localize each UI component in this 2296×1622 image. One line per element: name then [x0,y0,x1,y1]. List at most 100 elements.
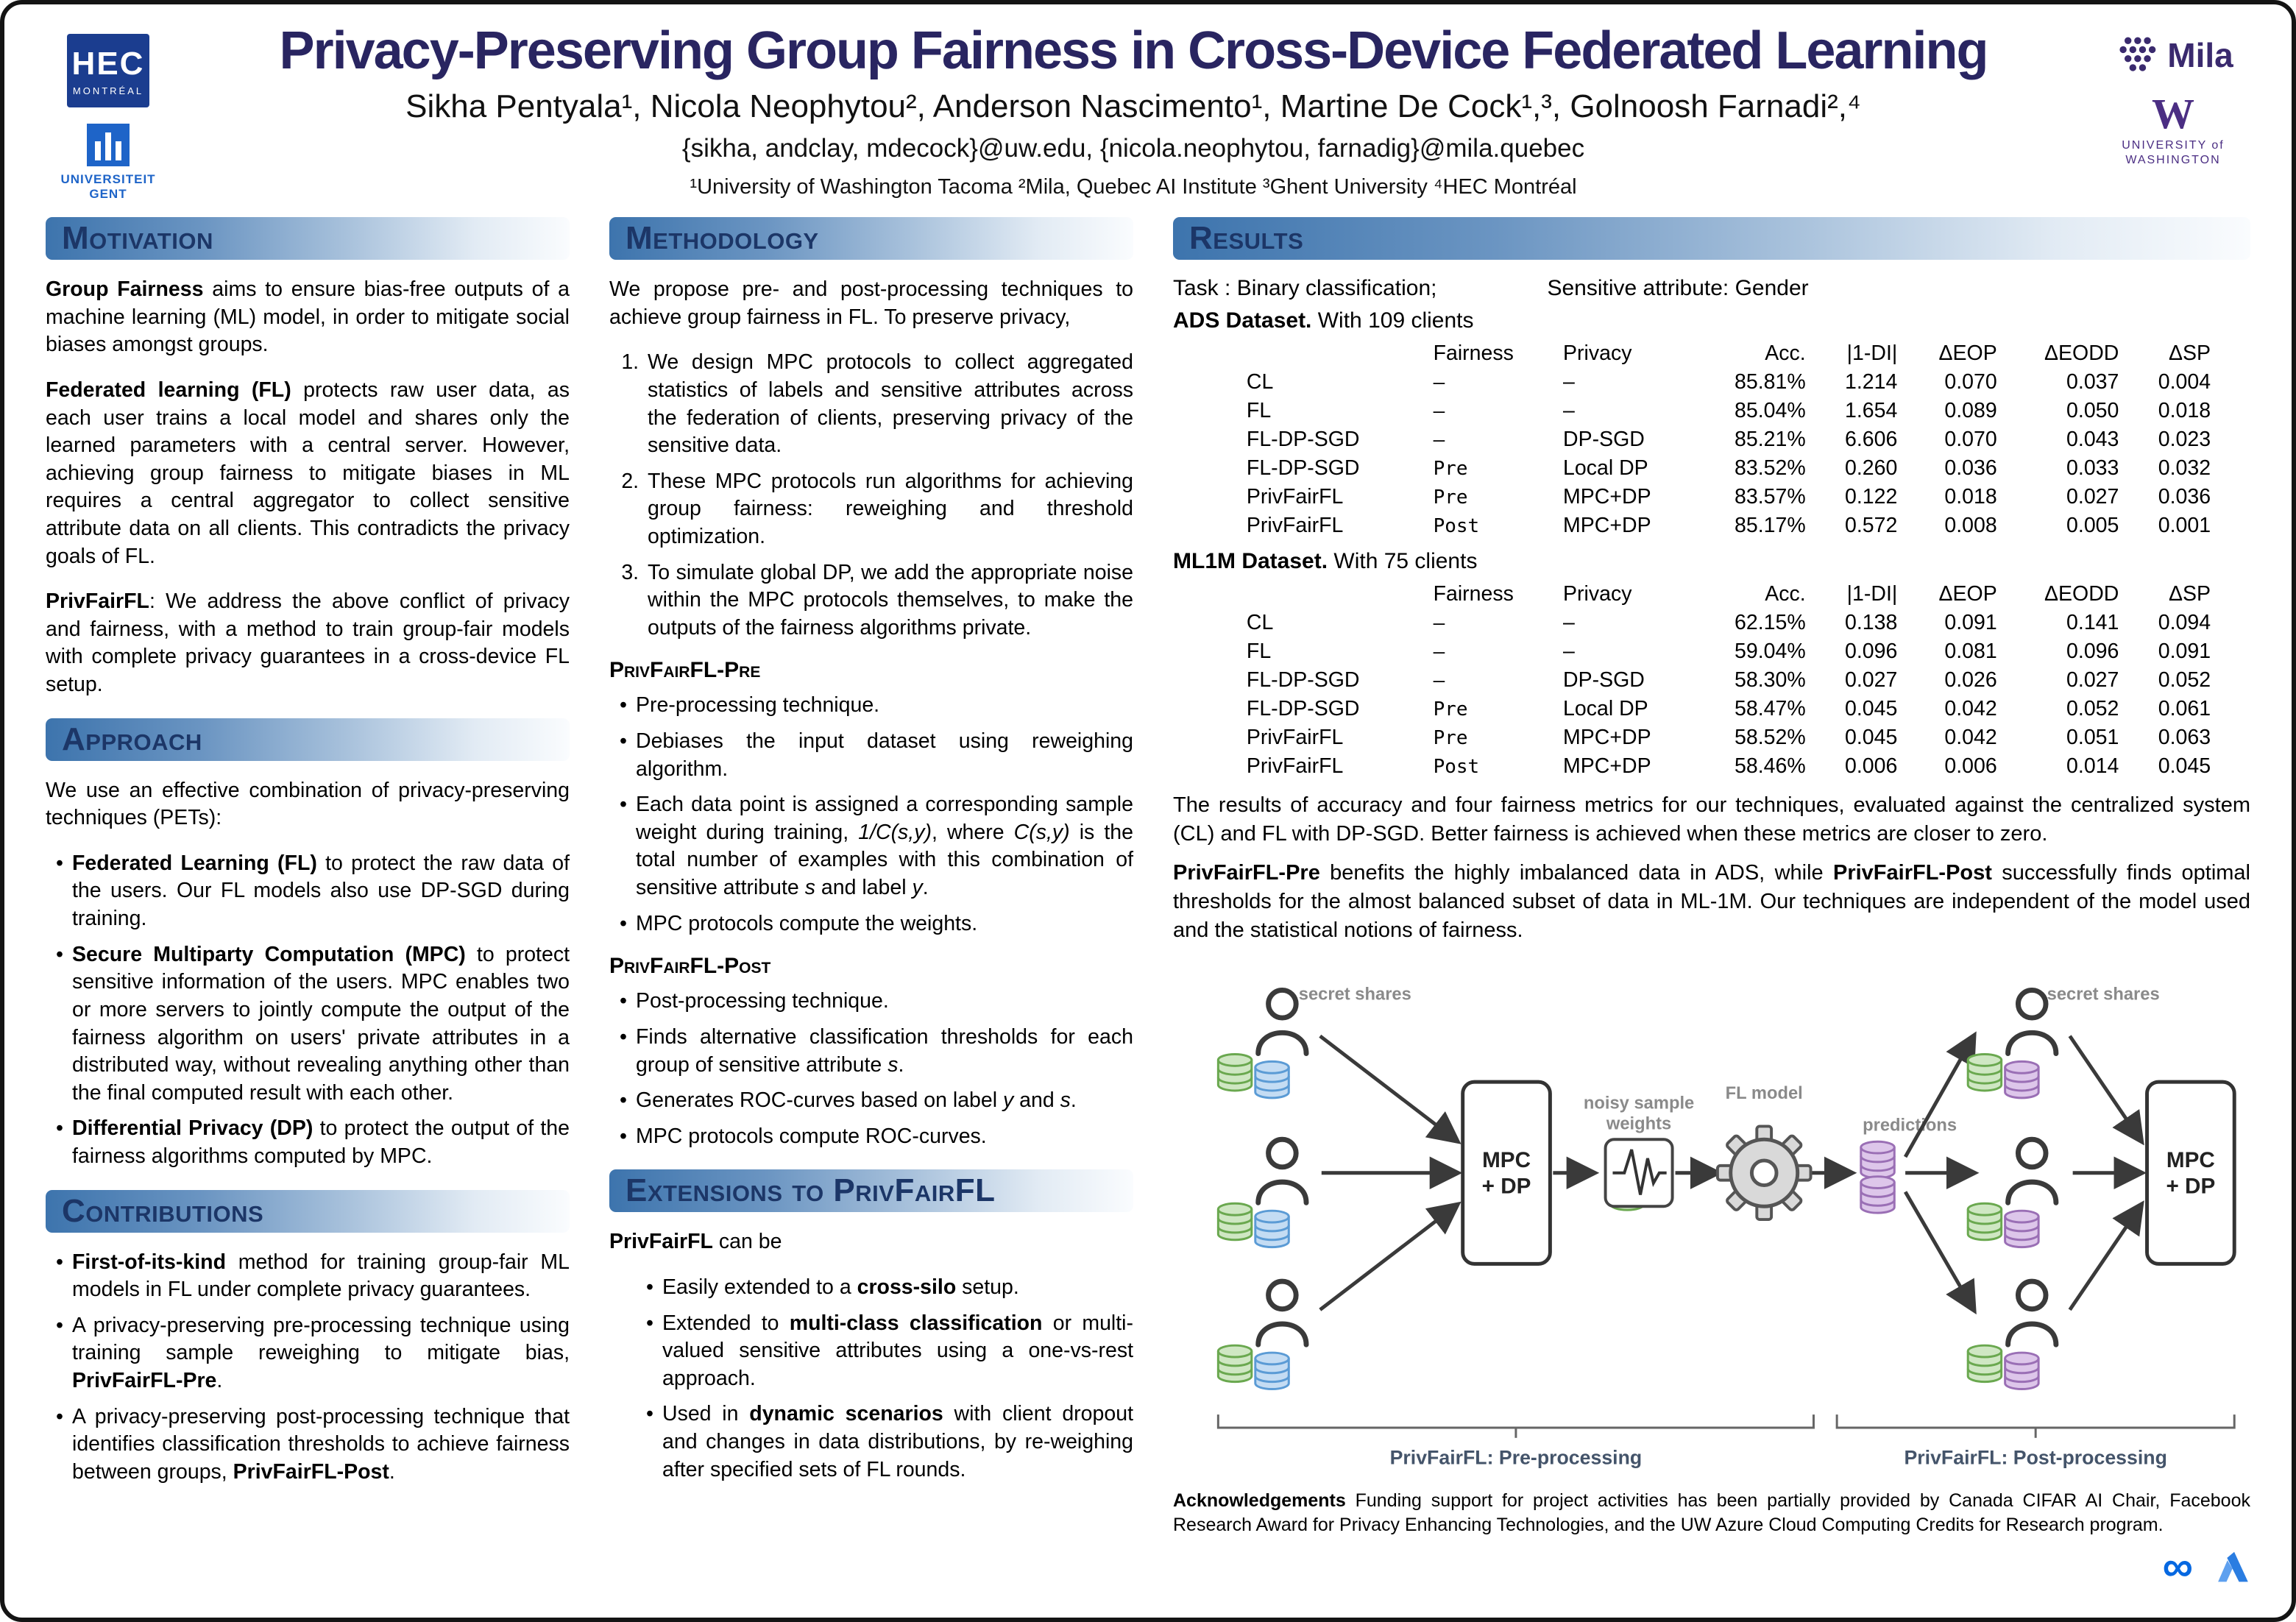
poster-title: Privacy-Preserving Group Fairness in Cro… [279,21,1989,80]
table-cell: 0.042 [1944,726,1997,750]
mpc-dp-box-left [1461,1080,1552,1267]
section-results: Results Task : Binary classification; Se… [1173,217,2250,1588]
table-cell: Pre [1433,726,1468,749]
section-approach: Approach We use an effective combination… [46,718,570,1171]
table-cell: 62.15% [1735,611,1806,635]
table-header-row: Fairness Privacy Acc. |1-DI| ΔEOP ΔEODD ΔSP [1205,580,2218,609]
azure-logo-icon [2218,1552,2248,1582]
table-cell: Pre [1433,698,1468,720]
table-cell: 0.043 [2066,428,2119,452]
table-cell: 0.042 [1944,697,1997,721]
table-row: FL-DP-SGD Pre Local DP 83.52% 0.260 0.036 0.03… [1205,454,2218,483]
table-cell: PrivFairFL [1246,485,1344,509]
uw-line2: WASHINGTON [2125,154,2221,166]
column-header: ΔSP [2169,341,2211,366]
client-icon [1258,1282,1306,1345]
table-cell: FL-DP-SGD [1246,456,1360,481]
table-cell: – [1433,371,1445,394]
database-icon [2004,1351,2040,1391]
table-cell: MPC+DP [1563,726,1651,750]
table-cell: – [1433,612,1445,634]
table-row: FL – – 85.04% 1.654 0.089 0.050 0.018 [1205,397,2218,425]
acknowledgements: Acknowledgements Funding support for pro… [1173,1490,2250,1535]
methodology-title: Methodology [626,220,819,257]
database-icon [1216,1203,1253,1242]
header-center: Privacy-Preserving Group Fairness in Cro… [171,21,2096,199]
table-cell: 0.027 [2066,668,2119,693]
table-cell: 0.018 [2158,399,2211,423]
section-motivation: Motivation Group Fairness aims to ensure… [46,217,570,699]
methodology-intro: We propose pre- and post-processing tech… [609,277,1133,329]
table-header-row: Fairness Privacy Acc. |1-DI| ΔEOP ΔEODD ΔSP [1205,339,2218,368]
list-item: Each data point is assigned a correspond… [614,791,1133,902]
table-cell: 0.096 [1844,640,1898,664]
fl-model-label: FL model [1726,1084,1803,1103]
column-header [1205,580,1426,609]
ml1m-results-table: Fairness Privacy Acc. |1-DI| ΔEOP ΔEODD ΔSP CL –… [1205,580,2218,781]
table-cell: CL [1246,611,1274,635]
list-item: Extended to multi-class classification o… [640,1310,1133,1393]
extensions-header: Extensions to PrivFairFL [609,1169,1133,1213]
list-item: Easily extended to a cross-silo setup. [640,1274,1133,1302]
approach-title: Approach [62,720,202,757]
ads-results-table: Fairness Privacy Acc. |1-DI| ΔEOP ΔEODD ΔSP CL –… [1205,339,2218,540]
table-cell: – [1433,669,1445,692]
list-item: These MPC protocols run algorithms for a… [645,468,1133,551]
table-cell: MPC+DP [1563,514,1651,538]
flow-arrow [2068,1035,2144,1146]
database-icon [1254,1210,1290,1249]
column-header: |1-DI| [1846,341,1898,366]
table-cell: 0.052 [2066,697,2119,721]
table-cell: 0.091 [1944,611,1997,635]
middle-column: Methodology We propose pre- and post-pro… [609,217,1133,1607]
list-item: Used in dynamic scenarios with client dr… [640,1400,1133,1484]
list-item: We design MPC protocols to collect aggre… [645,349,1133,459]
table-cell: 0.572 [1844,514,1898,538]
contributions-bullets: First-of-its-kind method for training gr… [50,1249,570,1487]
column-header: Acc. [1765,341,1806,366]
pipeline-diagram: secret shares MPC + DP noisy sample weig… [1216,985,2236,1469]
table-cell: – [1433,400,1445,422]
table-cell: 0.008 [1944,514,1997,538]
table-cell: 0.023 [2158,428,2211,452]
mila-dots-icon [2119,37,2156,71]
database-icon [1966,1345,2003,1384]
noisy-weights-label-1: noisy sample [1584,1094,1694,1113]
table-cell: 0.122 [1844,485,1898,509]
table-cell: FL-DP-SGD [1246,428,1360,452]
table-cell: 0.051 [2066,726,2119,750]
table-row: FL – – 59.04% 0.096 0.081 0.096 0.091 [1205,637,2218,666]
table-cell: 0.096 [2066,640,2119,664]
column-header: Fairness [1433,582,1514,606]
privfairfl-post-subheader: PrivFairFL-Post [609,954,771,979]
hec-logo-text: HEC [71,45,145,82]
hec-logo-subtext: MONTRÉAL [72,85,144,96]
table-cell: 0.037 [2066,370,2119,394]
poster-columns: Motivation Group Fairness aims to ensure… [46,217,2250,1607]
table-cell: CL [1246,370,1274,394]
list-item: Federated Learning (FL) to protect the r… [50,850,570,933]
table-cell: 0.001 [2158,514,2211,538]
table-cell: 0.036 [1944,456,1997,481]
list-item: To simulate global DP, we add the approp… [645,559,1133,642]
table-cell: 0.141 [2066,611,2119,635]
table-cell: 0.004 [2158,370,2211,394]
poster-header: HEC MONTRÉAL UNIVERSITEIT GENT Privacy-P… [46,21,2250,201]
left-logos: HEC MONTRÉAL UNIVERSITEIT GENT [46,24,171,201]
motivation-paragraph-3: PrivFairFL: We address the above conflic… [46,589,570,697]
dp-label: + DP [1482,1175,1531,1199]
table-cell: PrivFairFL [1246,754,1344,779]
list-item: MPC protocols compute the weights. [614,910,1133,938]
table-cell: Pre [1433,486,1468,509]
column-header: Fairness [1433,341,1514,366]
table-cell: 0.070 [1944,370,1997,394]
extensions-bullets: Easily extended to a cross-silo setup. Ex… [640,1274,1133,1484]
table-cell: 0.027 [1844,668,1898,693]
database-icon [1254,1060,1290,1099]
column-header: ΔEOP [1938,341,1997,366]
uw-w-icon: W [2151,90,2194,138]
database-icon [2004,1210,2040,1249]
client-icon [1258,1140,1306,1203]
flow-arrow [2068,1200,2144,1311]
